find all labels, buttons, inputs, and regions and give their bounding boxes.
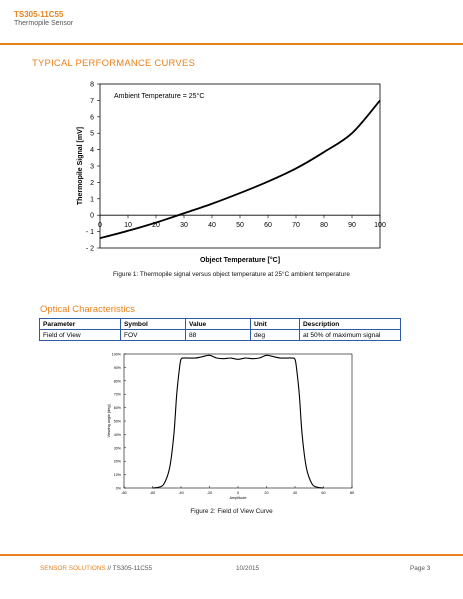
y-axis-label: Thermopile Signal [mV] xyxy=(77,127,84,205)
x-tick-label: 40 xyxy=(293,491,297,495)
y-tick-label: 4 xyxy=(90,147,94,154)
x-tick-label: -40 xyxy=(178,491,184,495)
x-tick-label: 20 xyxy=(264,491,268,495)
y-tick-label: 90% xyxy=(114,366,122,370)
table-header-row: Parameter Symbol Value Unit Description xyxy=(39,318,401,330)
x-tick-label: 60 xyxy=(321,491,325,495)
y-tick-label: 70% xyxy=(114,393,122,397)
y-tick-label: 8 xyxy=(90,82,94,89)
footer-page-number: Page 3 xyxy=(410,565,431,572)
y-tick-label: - 1 xyxy=(86,229,94,236)
y-tick-label: 80% xyxy=(114,379,122,383)
y-tick-label: 100% xyxy=(112,353,122,357)
x-tick-label: 10 xyxy=(124,222,132,229)
x-tick-label: 30 xyxy=(180,222,188,229)
x-tick-label: 100 xyxy=(374,222,386,229)
plot-frame xyxy=(123,353,353,489)
y-tick-label: 10% xyxy=(114,473,122,477)
y-tick-label: 60% xyxy=(114,406,122,410)
x-tick-label: -80 xyxy=(121,491,127,495)
header-rule xyxy=(0,43,463,45)
x-tick-label: 0 xyxy=(98,222,102,229)
x-tick-label: 80 xyxy=(320,222,328,229)
y-tick-label: 1 xyxy=(90,196,94,203)
table-cell: Field of View xyxy=(39,329,121,341)
x-tick-label: -20 xyxy=(207,491,213,495)
x-tick-label: -60 xyxy=(150,491,156,495)
table-header-cell: Description xyxy=(299,318,401,330)
table-header-cell: Parameter xyxy=(39,318,121,330)
x-axis-label: Amplitude xyxy=(230,496,247,500)
y-tick-label: 7 xyxy=(90,98,94,105)
x-tick-label: 90 xyxy=(348,222,356,229)
figure2-chart: 100% 90% 80% 70% 60% 50% 40% 30% 20% 10% 0%-80 -60 -… xyxy=(107,353,354,501)
ambient-annotation: Ambient Temperature = 25°C xyxy=(114,92,204,100)
figure1-caption: Figure 1: Thermopile signal versus objec… xyxy=(113,271,350,278)
x-tick-label: 40 xyxy=(208,222,216,229)
y-tick-label: 3 xyxy=(90,164,94,171)
table-cell: 88 xyxy=(185,329,251,341)
x-tick-label: 0 xyxy=(237,491,239,495)
figure2-caption: Figure 2: Field of View Curve xyxy=(190,508,273,515)
y-tick-label: 0% xyxy=(116,487,122,491)
fov-curve xyxy=(152,354,324,489)
y-tick-label: - 2 xyxy=(86,246,94,253)
table-header-cell: Symbol xyxy=(120,318,186,330)
x-tick-label: 70 xyxy=(292,222,300,229)
section-title-optical: Optical Characteristics xyxy=(40,304,136,315)
table-row: Field of View FOV 88 deg at 50% of maxim… xyxy=(39,329,401,341)
y-tick-label: 20% xyxy=(114,460,122,464)
y-tick-label: 6 xyxy=(90,114,94,121)
table-header-cell: Value xyxy=(185,318,251,330)
table-header-cell: Unit xyxy=(250,318,300,330)
x-tick-label: 80 xyxy=(350,491,354,495)
optical-characteristics-table: Parameter Symbol Value Unit Description … xyxy=(39,318,401,341)
y-tick-label: 40% xyxy=(114,433,122,437)
y-tick-label: 30% xyxy=(114,446,122,450)
y-tick-label: 50% xyxy=(114,420,122,424)
x-axis-label: Object Temperature [°C] xyxy=(200,256,280,264)
document-subtitle: Thermopile Sensor xyxy=(14,20,74,27)
signal-curve xyxy=(99,99,381,240)
table-cell: deg xyxy=(250,329,300,341)
document-title: TS305-11C55 xyxy=(14,10,64,19)
y-tick-label: 5 xyxy=(90,131,94,138)
y-tick-label: 0 xyxy=(90,213,94,220)
x-tick-label: 20 xyxy=(152,222,160,229)
y-axis-label: Viewing angle [deg] xyxy=(107,404,111,437)
y-tick-label: 2 xyxy=(90,180,94,187)
table-cell: at 50% of maximum signal xyxy=(299,329,401,341)
section-title-performance: TYPICAL PERFORMANCE CURVES xyxy=(32,58,196,69)
footer-rule xyxy=(0,554,463,556)
footer-brand: SENSOR SOLUTIONS // TS305-11C55 xyxy=(40,565,152,572)
footer-brand-name: SENSOR SOLUTIONS xyxy=(40,565,106,572)
table-cell: FOV xyxy=(120,329,186,341)
x-tick-label: 60 xyxy=(264,222,272,229)
footer-date: 10/2015 xyxy=(236,565,260,572)
x-tick-label: 50 xyxy=(236,222,244,229)
footer-doc-id: // TS305-11C55 xyxy=(105,565,153,572)
